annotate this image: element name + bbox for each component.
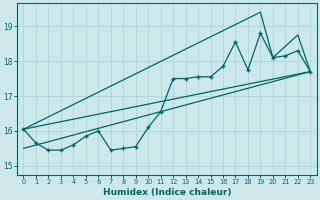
X-axis label: Humidex (Indice chaleur): Humidex (Indice chaleur) (103, 188, 231, 197)
